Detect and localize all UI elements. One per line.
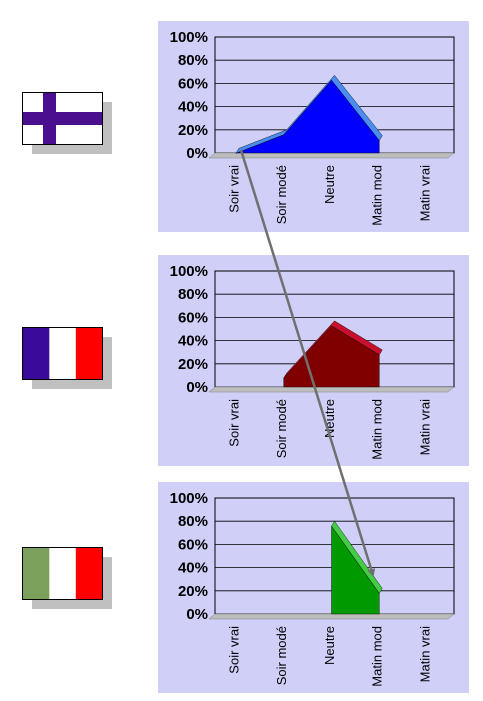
- y-tick-label: 20%: [178, 122, 208, 139]
- chart-panel-italy: 0% 20% 40% 60% 80% 100% Soir vrai Soir modé Neut…: [158, 482, 469, 693]
- flag-france: [22, 327, 103, 380]
- flag-italy-red: [75, 548, 102, 599]
- y-tick-label: 0%: [186, 145, 208, 162]
- area-series: [331, 525, 380, 615]
- x-tick-label: Soir vrai: [226, 165, 241, 213]
- x-tick-label: Soir vrai: [226, 399, 241, 447]
- flag-italy-green: [23, 548, 50, 599]
- area-series: [235, 79, 380, 154]
- y-tick-label: 0%: [186, 379, 208, 396]
- y-tick-label: 100%: [170, 263, 208, 280]
- flag-france-wrapper: [22, 327, 112, 389]
- x-tick-label: Matin mod: [370, 165, 385, 226]
- chart-panel-france: 0% 20% 40% 60% 80% 100% Soir vrai Soir modé Neut…: [158, 255, 469, 466]
- x-tick-label: Neutre: [322, 626, 337, 665]
- flag-italy-wrapper: [22, 547, 112, 609]
- x-tick-label: Soir modé: [274, 626, 289, 685]
- flag-italy: [22, 547, 103, 600]
- y-tick-label: 80%: [178, 513, 208, 530]
- y-tick-label: 80%: [178, 52, 208, 69]
- y-tick-label: 40%: [178, 560, 208, 577]
- y-tick-label: 20%: [178, 356, 208, 373]
- flag-france-blue: [23, 328, 50, 379]
- y-tick-label: 100%: [170, 29, 208, 46]
- x-tick-label: Matin vrai: [418, 626, 433, 682]
- flag-finland-wrapper: [22, 92, 112, 154]
- chart-finland: 0% 20% 40% 60% 80% 100% Soir vrai Soir modé Neut…: [170, 29, 455, 226]
- x-tick-label: Soir modé: [274, 399, 289, 458]
- x-tick-label: Matin vrai: [418, 165, 433, 221]
- chart-france: 0% 20% 40% 60% 80% 100% Soir vrai Soir modé Neut…: [170, 263, 455, 460]
- flag-italy-white: [49, 548, 76, 599]
- x-tick-label: Matin vrai: [418, 399, 433, 455]
- x-tick-label: Neutre: [322, 399, 337, 438]
- y-tick-label: 60%: [178, 536, 208, 553]
- x-tick-label: Matin mod: [370, 399, 385, 460]
- area-series: [283, 325, 380, 388]
- chart-panel-finland: 0% 20% 40% 60% 80% 100% Soir vrai Soir modé Neut…: [158, 21, 469, 232]
- y-tick-label: 40%: [178, 99, 208, 116]
- connector-arrow: [239, 149, 376, 577]
- flag-france-white: [49, 328, 76, 379]
- y-tick-label: 0%: [186, 606, 208, 623]
- y-tick-label: 60%: [178, 75, 208, 92]
- y-tick-label: 80%: [178, 286, 208, 303]
- chart-italy: 0% 20% 40% 60% 80% 100% Soir vrai Soir modé Neut…: [170, 490, 455, 687]
- flag-finland: [22, 92, 103, 145]
- x-tick-label: Neutre: [322, 165, 337, 204]
- flag-finland-cross-horizontal: [23, 112, 102, 125]
- x-tick-label: Soir modé: [274, 165, 289, 224]
- y-tick-label: 40%: [178, 333, 208, 350]
- x-tick-label: Matin mod: [370, 626, 385, 687]
- y-tick-label: 20%: [178, 583, 208, 600]
- x-tick-label: Soir vrai: [226, 626, 241, 674]
- flag-france-red: [75, 328, 102, 379]
- y-tick-label: 100%: [170, 490, 208, 507]
- y-tick-label: 60%: [178, 309, 208, 326]
